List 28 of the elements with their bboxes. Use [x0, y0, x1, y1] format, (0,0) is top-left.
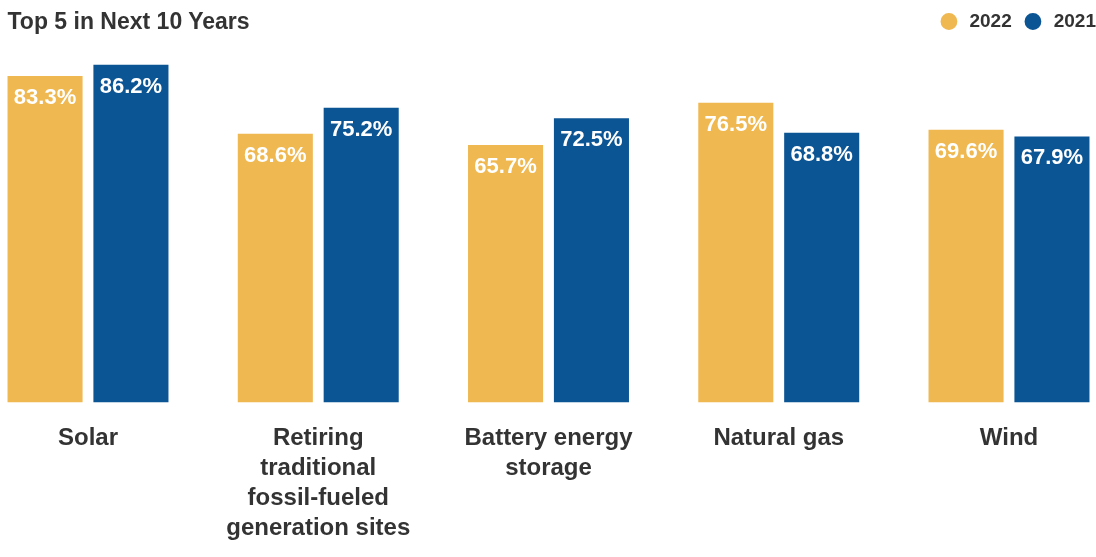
bar [698, 102, 774, 403]
data-label: 72.5% [560, 126, 623, 152]
data-label: 68.6% [244, 141, 307, 167]
bar [468, 145, 544, 403]
data-label: 76.5% [704, 110, 768, 136]
chart-title: Top 5 in Next 10 Years [7, 7, 250, 34]
bar [1014, 136, 1090, 403]
data-label: 65.7% [474, 153, 537, 179]
data-label: 69.6% [934, 137, 998, 163]
data-label: 83.3% [13, 84, 77, 110]
legend-label: 2022 [969, 10, 1012, 32]
x-tick-label: Retiring traditional fossil-fueled generation sites [226, 422, 411, 541]
x-tick-label: Solar [57, 422, 119, 450]
legend-label: 2021 [1053, 10, 1096, 32]
x-tick-label: Wind [979, 422, 1039, 450]
x-tick-label: Natural gas [713, 422, 845, 450]
data-label: 86.2% [99, 72, 163, 98]
bar [928, 129, 1004, 403]
bar [553, 118, 629, 403]
bar [784, 132, 860, 403]
bar [237, 133, 313, 403]
data-label: 67.9% [1020, 144, 1084, 170]
data-label: 68.8% [790, 140, 853, 166]
x-tick-label: Battery energy storage [464, 422, 634, 480]
bar [323, 107, 399, 403]
data-label: 75.2% [330, 115, 393, 141]
bar [93, 64, 169, 403]
bar [7, 76, 83, 403]
